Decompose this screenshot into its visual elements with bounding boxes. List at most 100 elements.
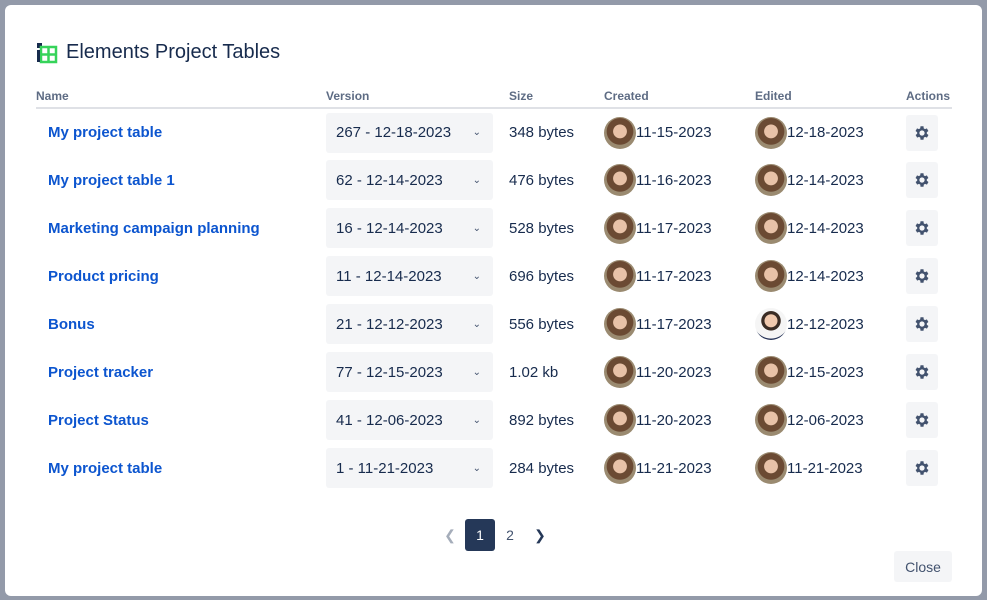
version-select[interactable]: 41 - 12-06-2023 ⌄ bbox=[326, 400, 493, 440]
creator-avatar bbox=[604, 452, 636, 484]
page-1-button[interactable]: 1 bbox=[465, 519, 495, 551]
table-row: Bonus 21 - 12-12-2023 ⌄ 556 bytes 11-17-2… bbox=[36, 300, 952, 348]
size-value: 348 bytes bbox=[509, 124, 575, 141]
column-header-name[interactable]: Name bbox=[36, 87, 326, 109]
editor-avatar bbox=[755, 356, 787, 388]
table-name-link[interactable]: Product pricing bbox=[48, 267, 159, 285]
actions-button[interactable] bbox=[906, 210, 938, 246]
gear-icon bbox=[913, 219, 931, 237]
version-value: 267 - 12-18-2023 bbox=[336, 124, 452, 141]
version-value: 16 - 12-14-2023 bbox=[336, 219, 443, 237]
version-select[interactable]: 267 - 12-18-2023 ⌄ bbox=[326, 112, 493, 153]
actions-button[interactable] bbox=[906, 450, 938, 486]
creator-avatar bbox=[604, 404, 636, 436]
created-date: 11-17-2023 bbox=[636, 315, 712, 333]
edited-date: 11-21-2023 bbox=[787, 459, 863, 477]
project-tables-table: Name Version Size Created Edited Actions… bbox=[36, 87, 952, 492]
table-name-link[interactable]: My project table bbox=[48, 459, 163, 477]
created-date: 11-17-2023 bbox=[636, 267, 712, 285]
gear-icon bbox=[913, 267, 931, 285]
table-name-link[interactable]: Bonus bbox=[48, 315, 95, 333]
version-value: 77 - 12-15-2023 bbox=[336, 363, 443, 381]
elements-logo-icon bbox=[37, 42, 58, 63]
dialog-title: Elements Project Tables bbox=[66, 41, 281, 63]
created-date: 11-16-2023 bbox=[636, 171, 712, 189]
created-date: 11-20-2023 bbox=[636, 363, 712, 381]
actions-button[interactable] bbox=[906, 306, 938, 342]
chevron-down-icon: ⌄ bbox=[472, 462, 481, 474]
version-value: 21 - 12-12-2023 bbox=[336, 315, 443, 333]
table-row: My project table 1 - 11-21-2023 ⌄ 284 byt… bbox=[36, 444, 952, 492]
version-select[interactable]: 11 - 12-14-2023 ⌄ bbox=[326, 256, 493, 296]
creator-avatar bbox=[604, 260, 636, 292]
column-header-created[interactable]: Created bbox=[604, 87, 755, 109]
created-date: 11-21-2023 bbox=[636, 459, 712, 477]
chevron-down-icon: ⌄ bbox=[472, 414, 481, 426]
size-value: 1.02 kb bbox=[509, 363, 559, 381]
version-select[interactable]: 62 - 12-14-2023 ⌄ bbox=[326, 160, 493, 200]
table-row: Project tracker 77 - 12-15-2023 ⌄ 1.02 kb… bbox=[36, 348, 952, 396]
table-name-link[interactable]: My project table bbox=[48, 124, 163, 141]
table-name-link[interactable]: Project Status bbox=[48, 411, 149, 429]
column-header-actions: Actions bbox=[906, 87, 952, 109]
version-value: 11 - 12-14-2023 bbox=[336, 267, 442, 285]
editor-avatar bbox=[755, 116, 787, 149]
actions-button[interactable] bbox=[906, 258, 938, 294]
column-header-version[interactable]: Version bbox=[326, 87, 509, 109]
size-value: 528 bytes bbox=[509, 219, 575, 237]
version-select[interactable]: 16 - 12-14-2023 ⌄ bbox=[326, 208, 493, 248]
actions-button[interactable] bbox=[906, 354, 938, 390]
creator-avatar bbox=[604, 116, 636, 149]
table-row: Product pricing 11 - 12-14-2023 ⌄ 696 byt… bbox=[36, 252, 952, 300]
actions-button[interactable] bbox=[906, 402, 938, 438]
version-value: 41 - 12-06-2023 bbox=[336, 411, 443, 429]
gear-icon bbox=[913, 124, 931, 142]
version-select[interactable]: 1 - 11-21-2023 ⌄ bbox=[326, 448, 493, 488]
editor-avatar bbox=[755, 212, 787, 244]
creator-avatar bbox=[604, 308, 636, 340]
creator-avatar bbox=[604, 212, 636, 244]
table-name-link[interactable]: My project table 1 bbox=[48, 171, 175, 189]
table-name-link[interactable]: Project tracker bbox=[48, 363, 154, 381]
size-value: 284 bytes bbox=[509, 459, 575, 477]
pagination: ❮ 1 2 ❯ bbox=[435, 519, 555, 551]
table-row: Project Status 41 - 12-06-2023 ⌄ 892 byte… bbox=[36, 396, 952, 444]
version-select[interactable]: 21 - 12-12-2023 ⌄ bbox=[326, 304, 493, 344]
column-header-size[interactable]: Size bbox=[509, 87, 604, 109]
edited-date: 12-12-2023 bbox=[787, 315, 864, 333]
editor-avatar bbox=[755, 404, 787, 436]
gear-icon bbox=[913, 459, 931, 477]
chevron-right-icon[interactable]: ❯ bbox=[534, 526, 546, 543]
editor-avatar bbox=[755, 308, 787, 340]
creator-avatar bbox=[604, 164, 636, 196]
size-value: 892 bytes bbox=[509, 411, 575, 429]
size-value: 556 bytes bbox=[509, 315, 575, 333]
gear-icon bbox=[913, 171, 931, 189]
version-select[interactable]: 77 - 12-15-2023 ⌄ bbox=[326, 352, 493, 392]
size-value: 696 bytes bbox=[509, 267, 575, 285]
created-date: 11-15-2023 bbox=[636, 124, 712, 141]
table-name-link[interactable]: Marketing campaign planning bbox=[48, 219, 260, 237]
table-row: My project table 1 62 - 12-14-2023 ⌄ 476 … bbox=[36, 156, 952, 204]
chevron-down-icon: ⌄ bbox=[472, 366, 481, 378]
edited-date: 12-18-2023 bbox=[787, 124, 864, 141]
modal-dialog: Elements Project Tables Name Version Siz… bbox=[5, 5, 982, 596]
page-2-button[interactable]: 2 bbox=[506, 527, 514, 543]
chevron-down-icon: ⌄ bbox=[472, 318, 481, 330]
version-value: 1 - 11-21-2023 bbox=[336, 459, 434, 477]
chevron-left-icon[interactable]: ❮ bbox=[444, 526, 456, 543]
chevron-down-icon: ⌄ bbox=[472, 174, 481, 186]
actions-button[interactable] bbox=[906, 114, 938, 151]
actions-button[interactable] bbox=[906, 162, 938, 198]
editor-avatar bbox=[755, 452, 787, 484]
table-row: Marketing campaign planning 16 - 12-14-2… bbox=[36, 204, 952, 252]
close-button[interactable]: Close bbox=[894, 551, 952, 582]
chevron-down-icon: ⌄ bbox=[472, 127, 481, 138]
column-header-edited[interactable]: Edited bbox=[755, 87, 906, 109]
gear-icon bbox=[913, 363, 931, 381]
created-date: 11-17-2023 bbox=[636, 219, 712, 237]
editor-avatar bbox=[755, 260, 787, 292]
created-date: 11-20-2023 bbox=[636, 411, 712, 429]
creator-avatar bbox=[604, 356, 636, 388]
size-value: 476 bytes bbox=[509, 171, 575, 189]
